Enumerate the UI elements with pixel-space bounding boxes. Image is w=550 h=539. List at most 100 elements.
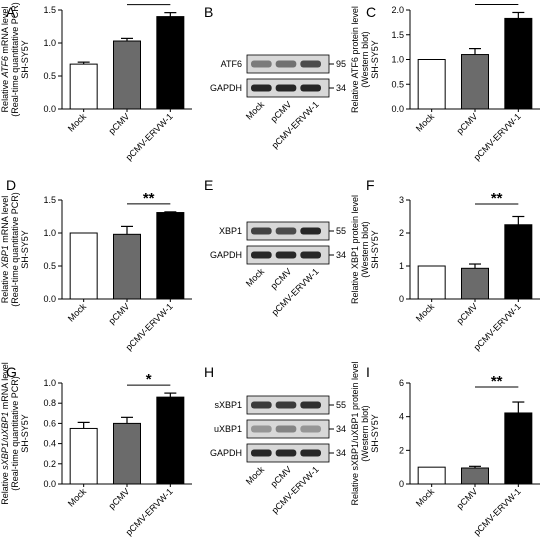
x-tick-label: Mock — [66, 486, 89, 509]
significance-label: * — [146, 371, 152, 388]
x-tick-label: pCMV-ERVW-1 — [124, 486, 175, 537]
x-tick-label: pCMV-ERVW-1 — [124, 111, 175, 162]
y-axis-title-part: SH-SY5Y — [20, 414, 30, 453]
bar-pCMV-ERVW-1 — [156, 212, 185, 300]
y-axis-title-line: SH-SY5Y — [20, 40, 30, 79]
y-axis-title-part: (Real-time quantitative PCR) — [10, 2, 20, 117]
blot-band — [275, 449, 297, 457]
blot-row-label: GAPDH — [210, 250, 242, 260]
blot-band — [275, 401, 297, 409]
significance-label: * — [146, 0, 152, 8]
y-tick-label: 0.5 — [391, 79, 404, 89]
lane-label: Mock — [244, 464, 267, 487]
y-tick-label: 1.0 — [43, 378, 56, 388]
y-axis-title-part: (Western blot) — [360, 31, 370, 87]
blot-band — [251, 84, 272, 92]
y-tick-label: 2 — [399, 228, 404, 238]
y-tick-label: 0 — [399, 479, 404, 489]
y-tick-label: 1.5 — [43, 195, 56, 205]
panel-letter: G — [6, 364, 17, 380]
bar-pCMV-ERVW-1 — [156, 396, 185, 485]
panel-letter: D — [6, 177, 16, 193]
x-tick-label: Mock — [414, 111, 437, 134]
x-tick-label: Mock — [414, 301, 437, 324]
x-tick-label: pCMV — [455, 111, 480, 136]
marker-label: 34 — [336, 448, 346, 458]
y-axis-title-part: sXBP1/uXBP1 — [0, 412, 10, 470]
y-tick-label: 1.0 — [43, 228, 56, 238]
y-axis-title-line: (Real-time quantitative PCR) — [10, 192, 20, 307]
blot-row-label: GAPDH — [210, 448, 242, 458]
significance-label: ** — [491, 373, 503, 390]
bar-pCMV — [461, 267, 489, 300]
y-axis-title-line: Relative sXBP1/uXBP1 mRNA level — [0, 362, 10, 505]
panel-letter: E — [204, 177, 213, 193]
bar-pCMV-ERVW-1 — [504, 412, 533, 485]
y-tick-label: 1.5 — [391, 30, 404, 40]
y-tick-label: 1.0 — [391, 55, 404, 65]
blot-band — [251, 425, 272, 433]
x-tick-label: pCMV — [107, 486, 132, 511]
blot-band — [300, 449, 321, 457]
x-tick-label: Mock — [66, 301, 89, 324]
bar-pCMV — [113, 422, 141, 485]
blot-band — [300, 425, 321, 433]
y-axis-title-line: (Real-time quantitative PCR) — [10, 376, 20, 491]
bar-Mock — [417, 59, 446, 110]
y-axis-title-line: SH-SY5Y — [370, 230, 380, 269]
y-axis-title-part: (Real-time quantitative PCR) — [10, 192, 20, 307]
y-axis-title-part: XBP1 — [0, 245, 10, 269]
blot-row-label: XBP1 — [219, 226, 242, 236]
lane-label: Mock — [244, 99, 267, 122]
blot-band — [251, 401, 272, 409]
y-tick-label: 4 — [399, 412, 404, 422]
marker-label: 55 — [336, 400, 346, 410]
y-tick-label: 3 — [399, 195, 404, 205]
blot-band — [251, 251, 272, 259]
significance-label: * — [494, 0, 500, 7]
y-axis-title-part: (Western blot) — [360, 221, 370, 277]
y-axis-title-part: mRNA level — [0, 362, 10, 412]
y-axis-title-part: Relative — [0, 470, 10, 505]
y-axis-title-part: (Real-time quantitative PCR) — [10, 376, 20, 491]
y-tick-label: 6 — [399, 378, 404, 388]
y-axis-title-part: Relative ATF6 protein level — [350, 6, 360, 113]
blot-row-label: uXBP1 — [214, 424, 242, 434]
y-axis-title-line: (Western blot) — [360, 405, 370, 461]
panel-letter: A — [6, 4, 16, 20]
y-tick-label: 2.0 — [391, 5, 404, 15]
lane-label: Mock — [244, 266, 267, 289]
bar-pCMV-ERVW-1 — [504, 224, 533, 300]
y-tick-label: 0.0 — [43, 294, 56, 304]
lane-label: pCMV — [269, 99, 294, 124]
panel-letter: I — [366, 364, 370, 380]
bar-Mock — [417, 265, 446, 300]
marker-label: 55 — [336, 226, 346, 236]
y-axis-title-part: Relative — [0, 268, 10, 303]
x-tick-label: pCMV — [107, 111, 132, 136]
y-axis-title-line: SH-SY5Y — [370, 414, 380, 453]
marker-label: 34 — [336, 83, 346, 93]
y-axis-title-part: SH-SY5Y — [20, 230, 30, 269]
x-tick-label: pCMV-ERVW-1 — [472, 301, 523, 352]
y-axis-title-line: SH-SY5Y — [20, 230, 30, 269]
x-tick-label: pCMV — [455, 301, 480, 326]
y-tick-label: 1 — [399, 261, 404, 271]
y-axis-title-part: Relative XBP1 protein level — [350, 195, 360, 304]
y-axis-title-part: Relative — [0, 77, 10, 112]
y-axis-title-line: (Real-time quantitative PCR) — [10, 2, 20, 117]
x-tick-label: Mock — [66, 111, 89, 134]
y-axis-title-part: SH-SY5Y — [370, 40, 380, 79]
panel-letter: F — [366, 177, 375, 193]
y-axis-title-part: SH-SY5Y — [20, 40, 30, 79]
y-axis-title-line: SH-SY5Y — [20, 414, 30, 453]
y-axis-title-line: Relative sXBP1/uXBP1 protein level — [350, 361, 360, 505]
y-tick-label: 1.5 — [43, 5, 56, 15]
marker-label: 34 — [336, 424, 346, 434]
y-axis-title-part: Relative sXBP1/uXBP1 protein level — [350, 361, 360, 505]
y-axis-title-part: mRNA level — [0, 7, 10, 57]
bar-Mock — [417, 466, 446, 485]
